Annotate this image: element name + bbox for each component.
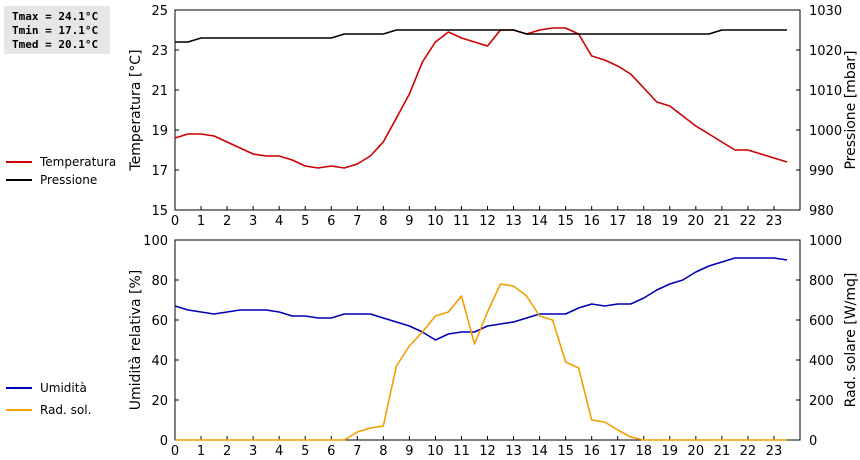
legend-swatch-pressione	[6, 179, 32, 181]
bottom-y2-tick-label: 200	[809, 394, 834, 409]
legend-label-pressione: Pressione	[40, 173, 98, 187]
top-y2-tick-label: 1020	[809, 44, 842, 59]
top-y-axis-title: Temperatura [°C]	[128, 49, 144, 171]
legend-label-umidita: Umidità	[40, 381, 87, 395]
top-x-tick-label: 7	[353, 214, 361, 229]
legend-radsol: Rad. sol.	[4, 401, 134, 419]
bottom-x-tick-label: 17	[609, 444, 626, 459]
bottom-x-tick-label: 3	[249, 444, 257, 459]
bottom-x-tick-label: 2	[223, 444, 231, 459]
bottom-x-tick-label: 9	[405, 444, 413, 459]
legend-label-temperatura: Temperatura	[40, 155, 117, 169]
bottom-y2-tick-label: 800	[809, 274, 834, 289]
legend-umidita: Umidità	[4, 379, 134, 397]
bottom-y2-tick-label: 1000	[809, 234, 842, 249]
top-x-tick-label: 1	[197, 214, 205, 229]
top-x-tick-label: 8	[379, 214, 387, 229]
top-x-tick-label: 12	[479, 214, 496, 229]
series-line-temperatura	[174, 27, 788, 169]
top-x-tick-label: 0	[171, 214, 179, 229]
top-x-tick-label: 4	[275, 214, 283, 229]
bottom-y2-tick-label: 400	[809, 354, 834, 369]
top-x-tick-label: 9	[405, 214, 413, 229]
stat-tmed: Tmed = 20.1°C	[12, 38, 99, 51]
top-y-tick-label: 21	[151, 84, 168, 99]
series-line-rad-sol	[175, 283, 787, 441]
top-y2-axis-title: Pressione [mbar]	[843, 50, 859, 169]
top-plot-frame	[174, 9, 801, 211]
top-x-tick-label: 15	[557, 214, 574, 229]
bottom-y-tick-label: 60	[151, 314, 168, 329]
bottom-x-tick-label: 23	[766, 444, 783, 459]
top-y2-tick-label: 980	[809, 204, 834, 219]
bottom-x-tick-label: 16	[583, 444, 600, 459]
bottom-x-tick-label: 0	[171, 444, 179, 459]
legend-pressione: Pressione	[4, 171, 134, 189]
top-y-tick-label: 15	[151, 204, 168, 219]
bottom-x-tick-label: 10	[427, 444, 444, 459]
bottom-y-axis-title: Umidità relativa [%]	[128, 270, 144, 411]
top-x-tick-label: 23	[766, 214, 783, 229]
bottom-x-tick-label: 20	[688, 444, 705, 459]
bottom-x-tick-label: 19	[662, 444, 679, 459]
bottom-x-tick-label: 22	[740, 444, 757, 459]
bottom-y-tick-label: 20	[151, 394, 168, 409]
bottom-x-tick-label: 7	[353, 444, 361, 459]
stats-box: Tmax = 24.1°C Tmin = 17.1°C Tmed = 20.1°…	[4, 6, 110, 54]
top-x-tick-label: 3	[249, 214, 257, 229]
legend-swatch-umidita	[6, 387, 32, 389]
stat-tmax: Tmax = 24.1°C	[12, 10, 99, 23]
top-y2-tick-label: 1000	[809, 124, 842, 139]
legend-swatch-temperatura	[6, 161, 32, 163]
bottom-x-tick-label: 12	[479, 444, 496, 459]
top-y2-tick-label: 990	[809, 164, 834, 179]
legend-temperatura: Temperatura	[4, 153, 134, 171]
top-x-tick-label: 21	[714, 214, 731, 229]
bottom-y2-tick-label: 600	[809, 314, 834, 329]
top-x-tick-label: 16	[583, 214, 600, 229]
top-x-tick-label: 5	[301, 214, 309, 229]
top-y-tick-label: 17	[151, 164, 168, 179]
bottom-x-tick-label: 5	[301, 444, 309, 459]
top-x-tick-label: 17	[609, 214, 626, 229]
top-y2-tick-label: 1010	[809, 84, 842, 99]
top-y-tick-label: 25	[151, 4, 168, 19]
top-x-tick-label: 22	[740, 214, 757, 229]
bottom-plot-frame	[174, 239, 801, 441]
top-x-tick-label: 19	[662, 214, 679, 229]
bottom-x-tick-label: 4	[275, 444, 283, 459]
top-y2-tick-label: 1030	[809, 4, 842, 19]
legend-label-radsol: Rad. sol.	[40, 403, 92, 417]
legend-swatch-radsol	[6, 409, 32, 411]
bottom-x-tick-label: 1	[197, 444, 205, 459]
top-x-tick-label: 20	[688, 214, 705, 229]
bottom-y-tick-label: 40	[151, 354, 168, 369]
top-x-tick-label: 14	[531, 214, 548, 229]
top-x-tick-label: 2	[223, 214, 231, 229]
bottom-y-tick-label: 100	[143, 234, 168, 249]
bottom-x-tick-label: 8	[379, 444, 387, 459]
bottom-x-tick-label: 6	[327, 444, 335, 459]
bottom-x-tick-label: 11	[453, 444, 470, 459]
stat-tmin: Tmin = 17.1°C	[12, 24, 99, 37]
bottom-x-tick-label: 18	[635, 444, 652, 459]
bottom-y2-tick-label: 0	[809, 434, 817, 449]
bottom-y-tick-label: 80	[151, 274, 168, 289]
bottom-x-tick-label: 21	[714, 444, 731, 459]
top-x-tick-label: 13	[505, 214, 522, 229]
top-x-tick-label: 11	[453, 214, 470, 229]
top-x-tick-label: 10	[427, 214, 444, 229]
bottom-x-tick-label: 13	[505, 444, 522, 459]
bottom-x-tick-label: 14	[531, 444, 548, 459]
top-x-tick-label: 18	[635, 214, 652, 229]
bottom-y-tick-label: 0	[160, 434, 168, 449]
bottom-x-tick-label: 15	[557, 444, 574, 459]
top-y-tick-label: 23	[151, 44, 168, 59]
series-line-pressione	[175, 29, 787, 43]
bottom-y2-axis-title: Rad. solare [W/mq]	[843, 273, 859, 408]
top-x-tick-label: 6	[327, 214, 335, 229]
top-y-tick-label: 19	[151, 124, 168, 139]
